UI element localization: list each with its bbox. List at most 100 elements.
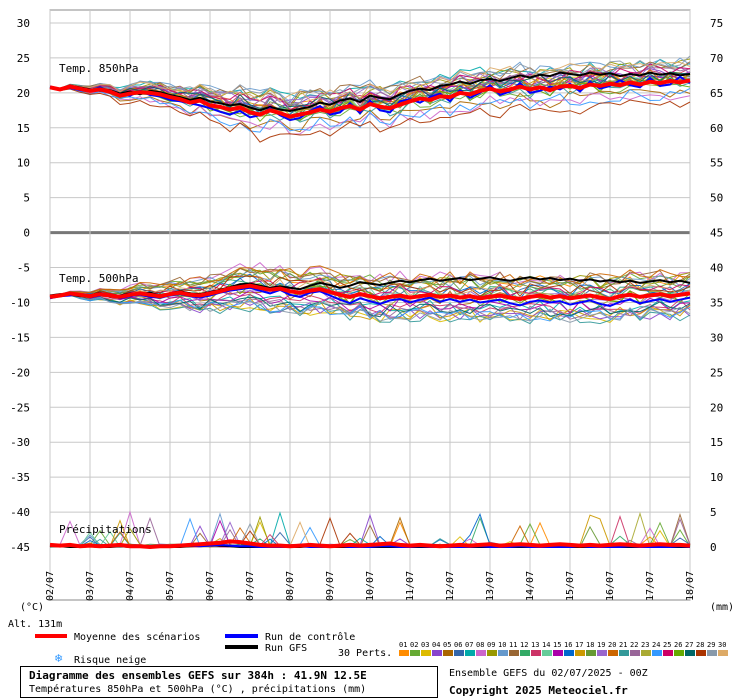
x-tick-label: 16/07 <box>605 571 616 601</box>
member-swatch <box>542 650 552 656</box>
ensemble-member-line <box>49 57 691 103</box>
left-tick-label: -30 <box>10 436 30 449</box>
right-axis-unit: (mm) <box>710 602 734 613</box>
member-swatch <box>696 650 706 656</box>
member-label: 28 <box>696 641 704 649</box>
left-axis-unit: (°C) <box>20 602 44 613</box>
altitude-label: Alt. 131m <box>8 619 62 630</box>
member-label: 10 <box>498 641 506 649</box>
right-tick-label: 20 <box>710 401 723 414</box>
x-tick-label: 10/07 <box>365 571 376 601</box>
member-swatch <box>586 650 596 656</box>
member-label: 15 <box>553 641 561 649</box>
member-label: 24 <box>652 641 660 649</box>
member-label: 18 <box>586 641 594 649</box>
right-tick-label: 10 <box>710 471 723 484</box>
member-swatch <box>531 650 541 656</box>
x-tick-label: 02/07 <box>45 571 56 601</box>
run-info: Ensemble GEFS du 02/07/2025 - 00Z <box>449 668 648 679</box>
ensemble-member-line <box>49 290 691 314</box>
x-tick-label: 04/07 <box>125 571 136 601</box>
left-tick-label: -15 <box>10 331 30 344</box>
ensemble-member-line <box>49 86 691 143</box>
series-group <box>49 55 691 550</box>
member-swatch <box>597 650 607 656</box>
right-tick-label: 65 <box>710 87 723 100</box>
member-label: 12 <box>520 641 528 649</box>
member-swatch <box>718 650 728 656</box>
member-swatch <box>641 650 651 656</box>
member-label: 11 <box>509 641 517 649</box>
member-label: 26 <box>674 641 682 649</box>
left-tick-label: -25 <box>10 401 30 414</box>
member-label: 01 <box>399 641 407 649</box>
x-tick-label: 03/07 <box>85 571 96 601</box>
member-label: 25 <box>663 641 671 649</box>
right-tick-label: 75 <box>710 17 723 30</box>
x-tick-label: 15/07 <box>565 571 576 601</box>
ensemble-member-line <box>49 270 691 298</box>
left-tick-label: -5 <box>17 262 30 275</box>
footer-title-box: Diagramme des ensembles GEFS sur 384h : … <box>20 666 438 698</box>
member-swatch <box>553 650 563 656</box>
member-label: 16 <box>564 641 572 649</box>
member-label: 13 <box>531 641 539 649</box>
member-label: 17 <box>575 641 583 649</box>
member-swatch <box>454 650 464 656</box>
member-label: 03 <box>421 641 429 649</box>
member-swatch <box>663 650 673 656</box>
left-tick-label: 0 <box>23 227 30 240</box>
member-label: 30 <box>718 641 726 649</box>
member-label: 20 <box>608 641 616 649</box>
ensemble-member-line <box>49 275 691 298</box>
member-swatch <box>443 650 453 656</box>
x-tick-label: 18/07 <box>685 571 696 601</box>
x-tick-label: 11/07 <box>405 571 416 601</box>
legend-gfs-label: Run GFS <box>265 643 307 654</box>
member-swatch <box>487 650 497 656</box>
mean-line <box>49 78 691 119</box>
member-legend: 01 02 03 04 05 06 07 08 09 10 11 12 13 14 15 16 17 18 19 20… <box>399 641 728 656</box>
x-tick-label: 12/07 <box>445 571 456 601</box>
member-swatch <box>498 650 508 656</box>
member-label: 27 <box>685 641 693 649</box>
gfs-run-line <box>49 71 691 113</box>
left-tick-label: 15 <box>17 122 30 135</box>
left-axis-ticks: 30 25 20 15 10 5 0 -5 -10 -15 -20 -25 -30 -35 -40 -45 <box>10 17 30 554</box>
member-label: 21 <box>619 641 627 649</box>
chart-subtitle: Températures 850hPa et 500hPa (°C) , pré… <box>29 684 367 695</box>
member-label: 07 <box>465 641 473 649</box>
ensemble-member-line <box>49 86 691 133</box>
member-label: 14 <box>542 641 550 649</box>
x-tick-label: 07/07 <box>245 571 256 601</box>
member-swatch <box>619 650 629 656</box>
right-tick-label: 25 <box>710 366 723 379</box>
right-tick-label: 35 <box>710 296 723 309</box>
member-swatch <box>685 650 695 656</box>
member-swatch <box>465 650 475 656</box>
member-label: 04 <box>432 641 440 649</box>
ensemble-member-line <box>49 61 691 102</box>
right-tick-label: 45 <box>710 227 723 240</box>
snowflake-icon: ❄ <box>54 652 63 665</box>
member-label: 09 <box>487 641 495 649</box>
legend-snow-label: Risque neige <box>74 655 146 666</box>
left-tick-label: -10 <box>10 296 30 309</box>
member-label: 19 <box>597 641 605 649</box>
ensemble-member-line <box>49 294 691 323</box>
right-tick-label: 50 <box>710 192 723 205</box>
member-swatch <box>564 650 574 656</box>
ensemble-member-line <box>49 61 691 106</box>
left-tick-label: -40 <box>10 506 30 519</box>
mean-line <box>49 539 691 550</box>
member-label: 05 <box>443 641 451 649</box>
copyright: Copyright 2025 Meteociel.fr <box>449 684 628 697</box>
member-swatch <box>399 650 409 656</box>
member-swatch <box>630 650 640 656</box>
member-swatch <box>608 650 618 656</box>
x-tick-label: 14/07 <box>525 571 536 601</box>
member-swatch <box>410 650 420 656</box>
right-tick-label: 15 <box>710 436 723 449</box>
